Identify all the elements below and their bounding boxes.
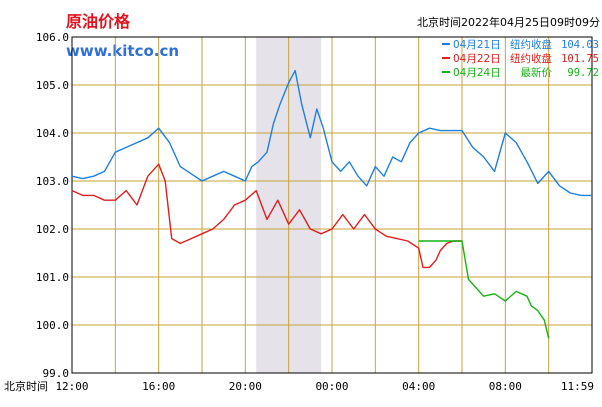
series-line-2 [71, 163, 462, 269]
x-axis-prefix: 北京时间 [4, 379, 48, 393]
legend-value: 101.75 [561, 53, 599, 65]
x-tick-label: 16:00 [142, 380, 175, 393]
x-tick-label: 11:59 [561, 380, 594, 393]
timestamp-label: 北京时间2022年04月25日09时09分 [417, 15, 600, 29]
y-tick-label: 104.0 [36, 127, 69, 140]
legend: 04月21日 纽约收盘 104.03 04月22日 纽约收盘 101.75 04月24日 最新… [442, 38, 599, 79]
y-axis: 106.0 105.0 104.0 103.0 102.0 101.0 100.0 99.0 [36, 31, 69, 380]
y-tick-label: 106.0 [36, 31, 69, 44]
x-tick-label: 12:00 [55, 380, 88, 393]
plot-frame [71, 36, 593, 374]
legend-label: 纽约收盘 [510, 38, 552, 51]
x-tick-label: 00:00 [315, 380, 348, 393]
series-line-3 [418, 240, 550, 339]
legend-label: 纽约收盘 [510, 52, 552, 65]
x-tick-label: 08:00 [489, 380, 522, 393]
legend-value: 104.03 [561, 39, 599, 51]
y-tick-label: 99.0 [43, 367, 70, 380]
series-lines [71, 69, 592, 339]
series-line-1 [71, 69, 592, 197]
x-axis: 北京时间 12:00 16:00 20:00 00:00 04:00 08:00 11:59 [4, 379, 594, 393]
plot-area: 106.0105.0104.0103.0102.0101.0100.099.0 … [4, 31, 594, 393]
x-tick-label: 04:00 [402, 380, 435, 393]
x-tick-label: 20:00 [229, 380, 262, 393]
legend-date: 04月24日 [453, 67, 501, 79]
grid-lines [72, 37, 592, 373]
legend-date: 04月22日 [453, 53, 501, 65]
chart-title: 原油价格 [66, 12, 131, 31]
legend-label: 最新价 [521, 66, 553, 79]
legend-date: 04月21日 [453, 39, 501, 51]
y-tick-label: 100.0 [36, 319, 69, 332]
legend-value: 99.72 [567, 67, 599, 79]
y-tick-label: 105.0 [36, 79, 69, 92]
y-tick-label: 101.0 [36, 271, 69, 284]
site-watermark: www.kitco.cn [66, 42, 179, 60]
y-tick-label: 103.0 [36, 175, 69, 188]
y-tick-label: 102.0 [36, 223, 69, 236]
